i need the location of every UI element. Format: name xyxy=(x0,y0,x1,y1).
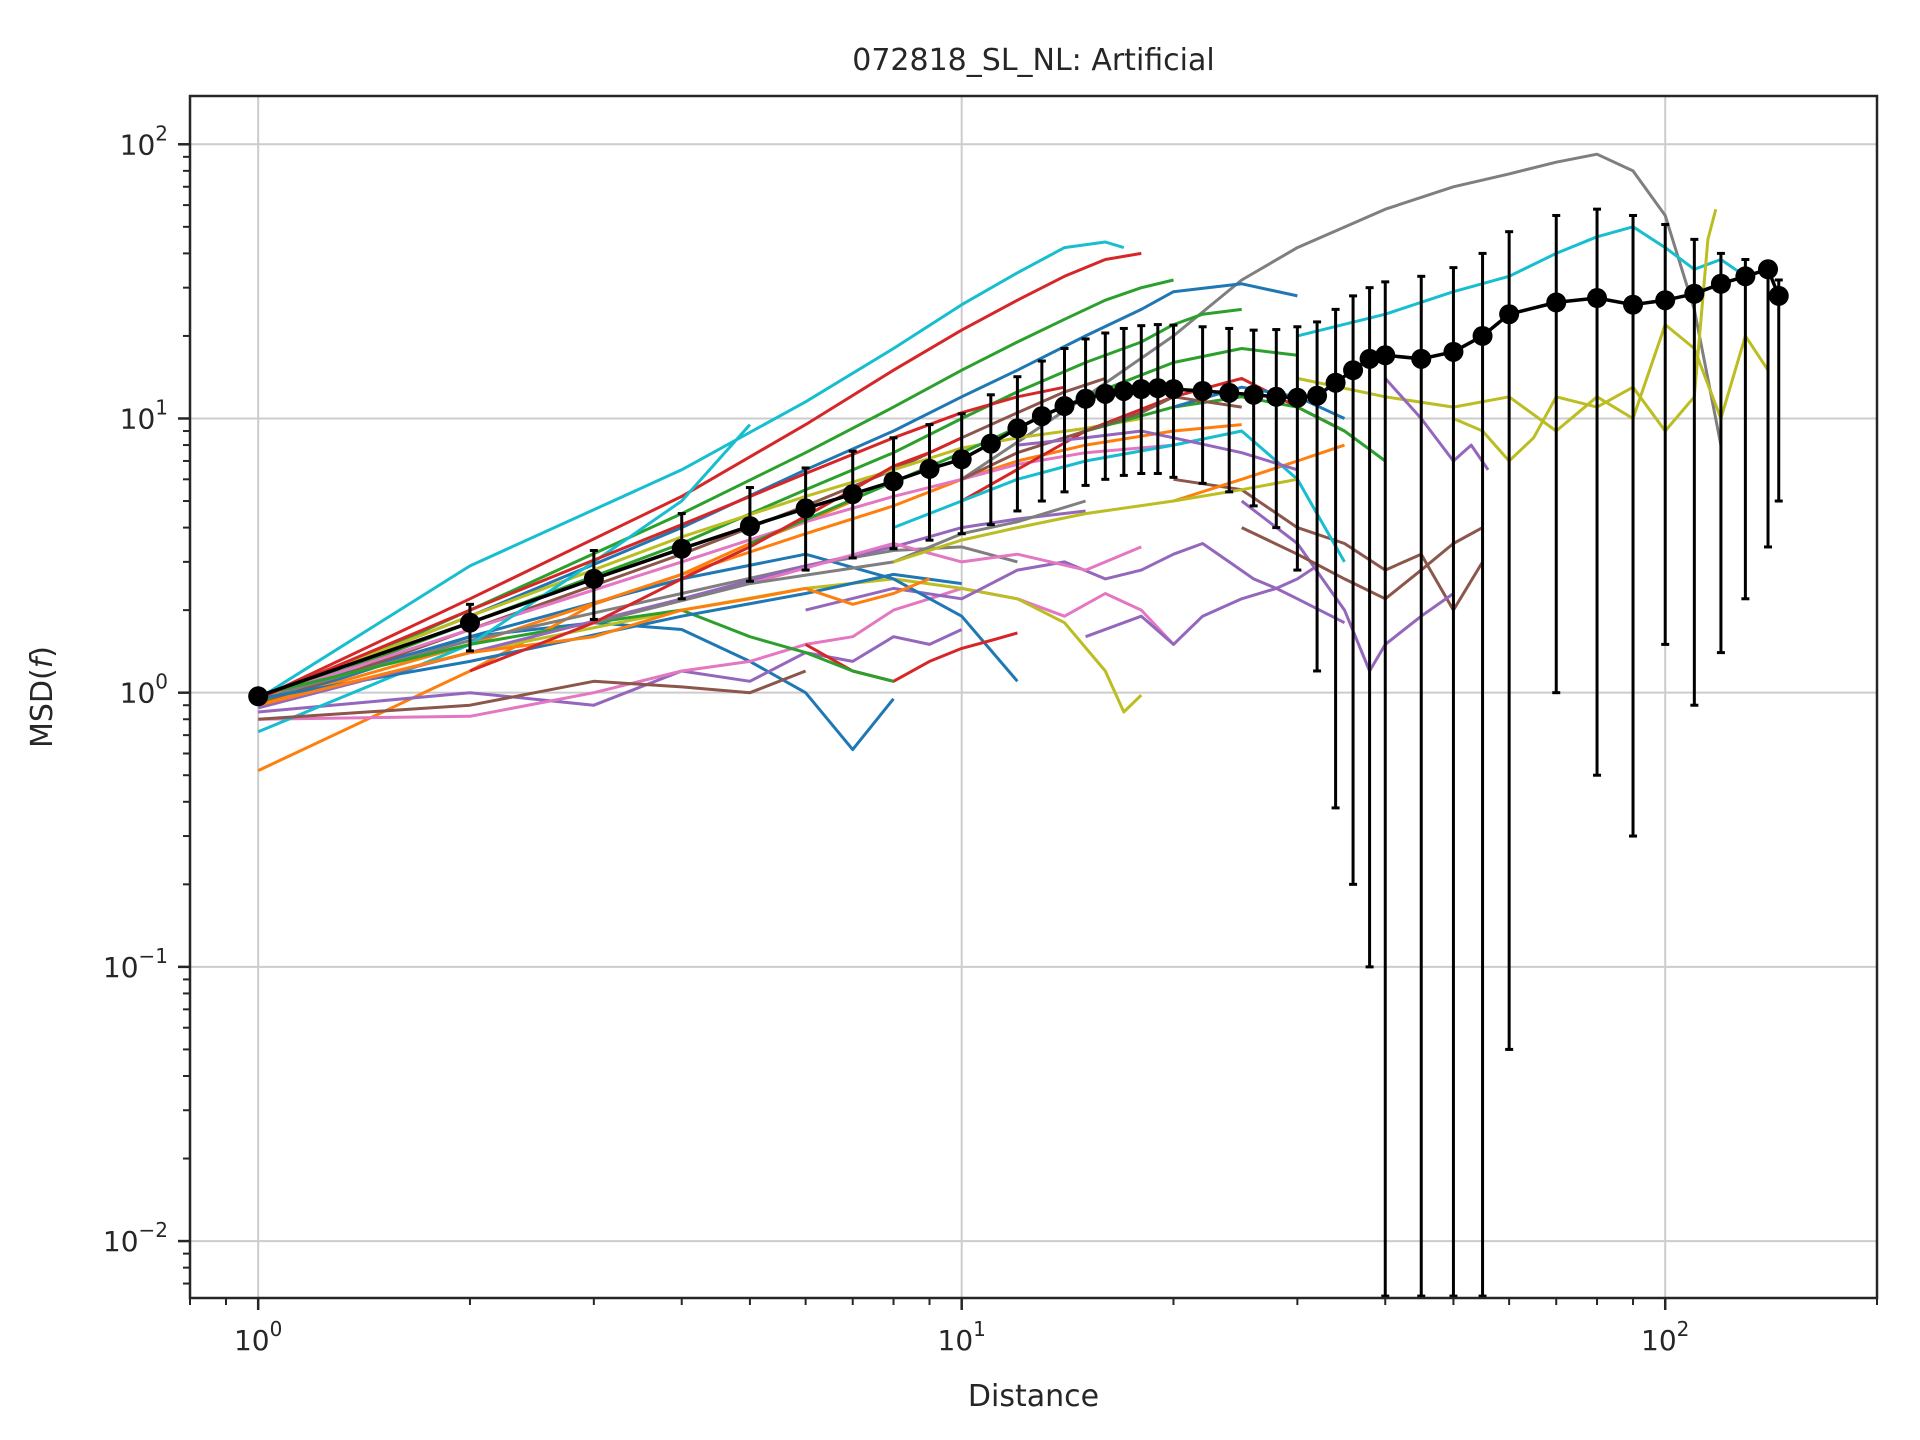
mean-marker xyxy=(1095,383,1116,404)
mean-marker xyxy=(1768,285,1789,306)
x-tick-label: 101 xyxy=(938,1317,986,1357)
series-line xyxy=(257,572,962,701)
mean-marker xyxy=(795,498,816,519)
mean-marker xyxy=(1758,259,1779,280)
series-line xyxy=(257,423,1242,707)
mean-series xyxy=(248,259,1789,707)
mean-marker xyxy=(1472,325,1493,346)
series-line xyxy=(257,251,1142,701)
mean-marker xyxy=(248,686,269,707)
series-line xyxy=(258,586,1175,721)
mean-marker xyxy=(1307,385,1328,406)
series-line xyxy=(1173,443,1345,503)
mean-marker xyxy=(1243,384,1264,405)
series-line xyxy=(892,429,1346,563)
series-line xyxy=(257,278,1174,707)
mean-marker xyxy=(459,612,480,633)
y-tick-label: 101 xyxy=(120,395,168,435)
mean-marker xyxy=(1113,380,1134,401)
x-tick-label: 102 xyxy=(1641,1317,1689,1357)
series-line xyxy=(893,477,1298,564)
series-line xyxy=(960,152,1723,481)
mean-marker xyxy=(1359,348,1380,369)
series-line xyxy=(805,542,1318,612)
mean-marker xyxy=(1499,304,1520,325)
series-line xyxy=(257,282,1298,701)
y-axis-ticks: 10−2 10−1 100 101 102 xyxy=(103,121,190,1285)
y-tick-label: 10−1 xyxy=(103,944,168,984)
y-tick-label: 10−2 xyxy=(103,1218,168,1258)
mean-marker xyxy=(1411,348,1432,369)
mean-marker xyxy=(1219,382,1240,403)
mean-marker xyxy=(1192,380,1213,401)
mean-marker xyxy=(1163,379,1184,400)
series-line xyxy=(257,385,1065,701)
mean-marker xyxy=(1546,292,1567,313)
mean-marker xyxy=(1131,379,1152,400)
chart-title: 072818_SL_NL: Artificial xyxy=(852,43,1214,78)
y-tick-label: 102 xyxy=(120,121,168,161)
mean-marker xyxy=(842,484,863,505)
x-axis-title: Distance xyxy=(968,1379,1099,1414)
mean-marker xyxy=(583,568,604,589)
plot-area-frame xyxy=(188,94,1879,1300)
series-line xyxy=(593,499,1087,625)
mean-marker xyxy=(1710,273,1731,294)
series-line xyxy=(258,669,807,721)
mean-marker xyxy=(980,433,1001,454)
series-line xyxy=(1085,586,1346,646)
mean-marker xyxy=(1735,266,1756,287)
mean-marker xyxy=(1587,288,1608,309)
mean-marker xyxy=(1684,283,1705,304)
mean-marker xyxy=(1147,378,1168,399)
mean-marker xyxy=(1266,386,1287,407)
series-line xyxy=(1297,323,1770,433)
y-tick-label: 100 xyxy=(120,670,168,710)
mean-marker xyxy=(951,449,972,470)
series-line xyxy=(257,577,1143,714)
mean-marker xyxy=(1623,294,1644,315)
mean-marker xyxy=(1325,372,1346,393)
mean-marker xyxy=(1007,418,1028,439)
mean-marker xyxy=(1287,387,1308,408)
x-axis-ticks: 100 101 102 xyxy=(189,1298,1878,1357)
mean-marker xyxy=(1054,396,1075,417)
series-line xyxy=(257,240,1125,701)
mean-marker xyxy=(1075,388,1096,409)
mean-marker xyxy=(1655,290,1676,311)
mean-marker xyxy=(1343,360,1364,381)
series-line xyxy=(257,608,894,697)
mean-marker xyxy=(883,471,904,492)
series-line xyxy=(257,621,895,752)
series-line xyxy=(257,577,931,707)
mean-marker xyxy=(671,538,692,559)
mean-marker xyxy=(739,516,760,537)
mean-marker xyxy=(1375,345,1396,366)
y-axis-title: MSD(f) xyxy=(25,646,60,748)
error-bars xyxy=(254,207,1783,1298)
series-line xyxy=(961,395,1242,481)
x-tick-label: 100 xyxy=(234,1317,282,1357)
series-line xyxy=(258,628,963,714)
series-line xyxy=(749,542,1142,586)
series-line xyxy=(1173,477,1484,612)
mean-marker xyxy=(1031,406,1052,427)
mean-marker xyxy=(919,458,940,479)
mean-marker xyxy=(1443,341,1464,362)
